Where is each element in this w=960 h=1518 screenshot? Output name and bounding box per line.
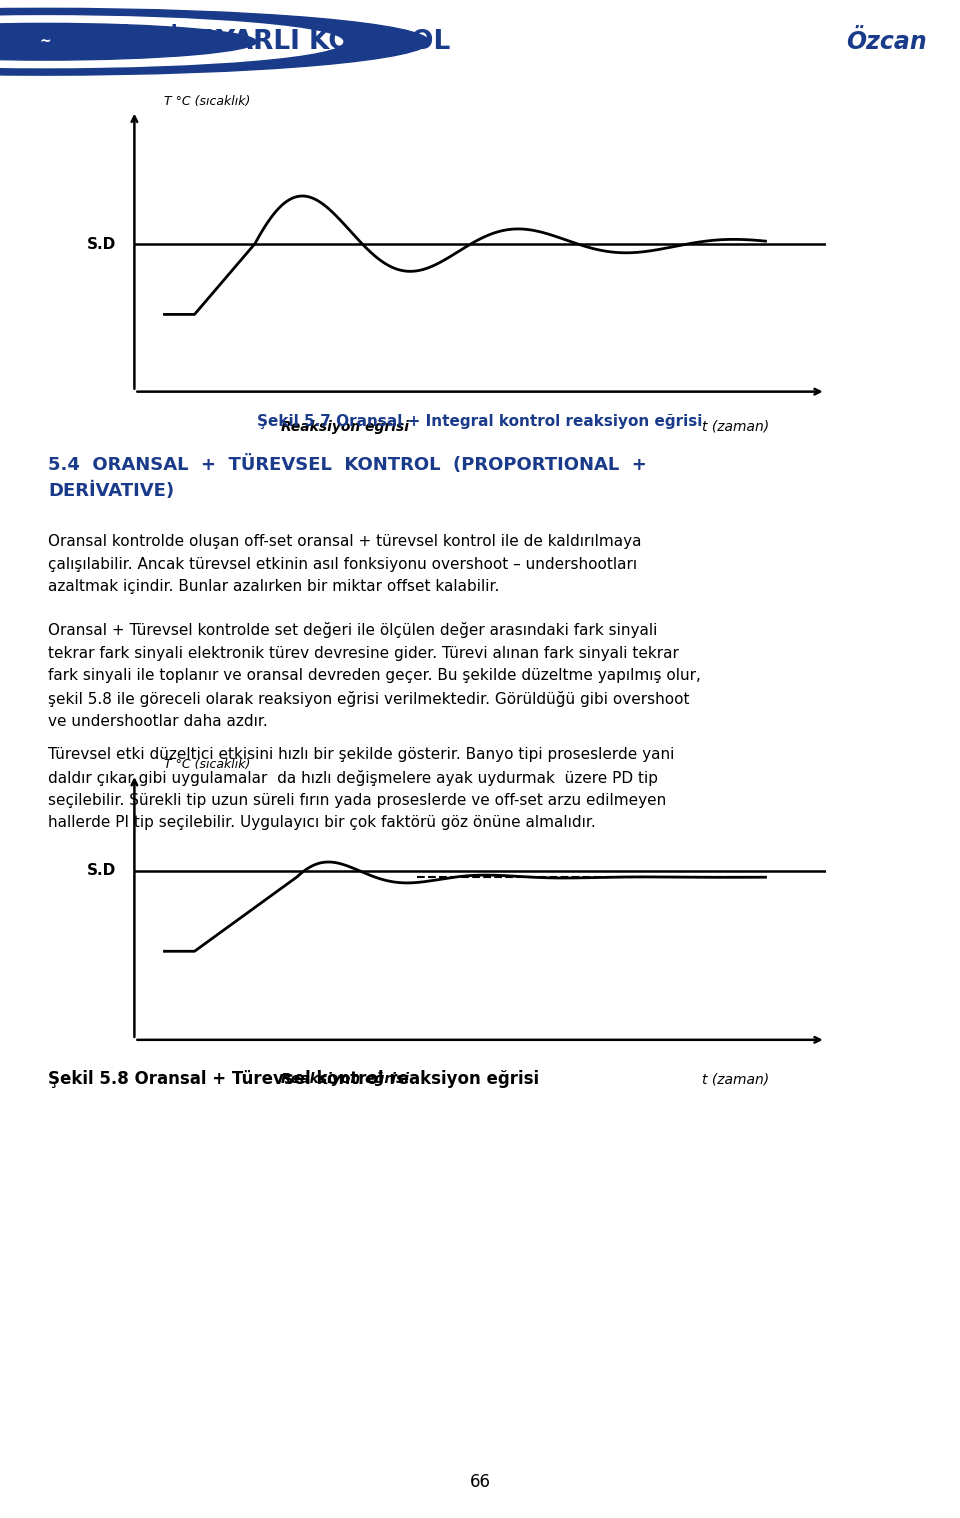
Text: Reaksiyon eğrisi: Reaksiyon eğrisi [280, 1072, 409, 1085]
Text: t (zaman): t (zaman) [702, 419, 769, 434]
Text: S.D: S.D [87, 237, 116, 252]
Circle shape [0, 15, 343, 68]
Text: Oransal kontrolde oluşan off-set oransal + türevsel kontrol ile de kaldırılmaya
: Oransal kontrolde oluşan off-set oransal… [48, 534, 641, 594]
Circle shape [0, 8, 429, 74]
Text: S.D: S.D [87, 864, 116, 879]
Text: Şekil 5.7 Oransal + Integral kontrol reaksiyon eğrisi: Şekil 5.7 Oransal + Integral kontrol rea… [257, 414, 703, 430]
Text: Türevsel etki düzeltici etkisini hızlı bir şekilde gösterir. Banyo tipi prosesle: Türevsel etki düzeltici etkisini hızlı b… [48, 747, 674, 830]
Circle shape [0, 23, 256, 61]
Text: BİLGİSAYARLI KONTROL: BİLGİSAYARLI KONTROL [101, 29, 450, 55]
Text: 66: 66 [469, 1472, 491, 1491]
Text: t (zaman): t (zaman) [702, 1072, 769, 1085]
Text: Şekil 5.8 Oransal + Türevsel kontrol reaksiyon eğrisi: Şekil 5.8 Oransal + Türevsel kontrol rea… [48, 1070, 540, 1088]
Text: ~: ~ [39, 35, 51, 49]
Text: 5.4  ORANSAL  +  TÜREVSEL  KONTROL  (PROPORTIONAL  +
DERİVATIVE): 5.4 ORANSAL + TÜREVSEL KONTROL (PROPORTI… [48, 455, 647, 499]
Text: Reaksiyon eğrisi: Reaksiyon eğrisi [280, 419, 409, 434]
Text: Oransal + Türevsel kontrolde set değeri ile ölçülen değer arasındaki fark sinyal: Oransal + Türevsel kontrolde set değeri … [48, 622, 701, 729]
Text: Özcan: Özcan [846, 30, 926, 53]
Text: T °C (sıcaklık): T °C (sıcaklık) [164, 96, 251, 108]
Text: T °C (sıcaklık): T °C (sıcaklık) [164, 757, 251, 771]
